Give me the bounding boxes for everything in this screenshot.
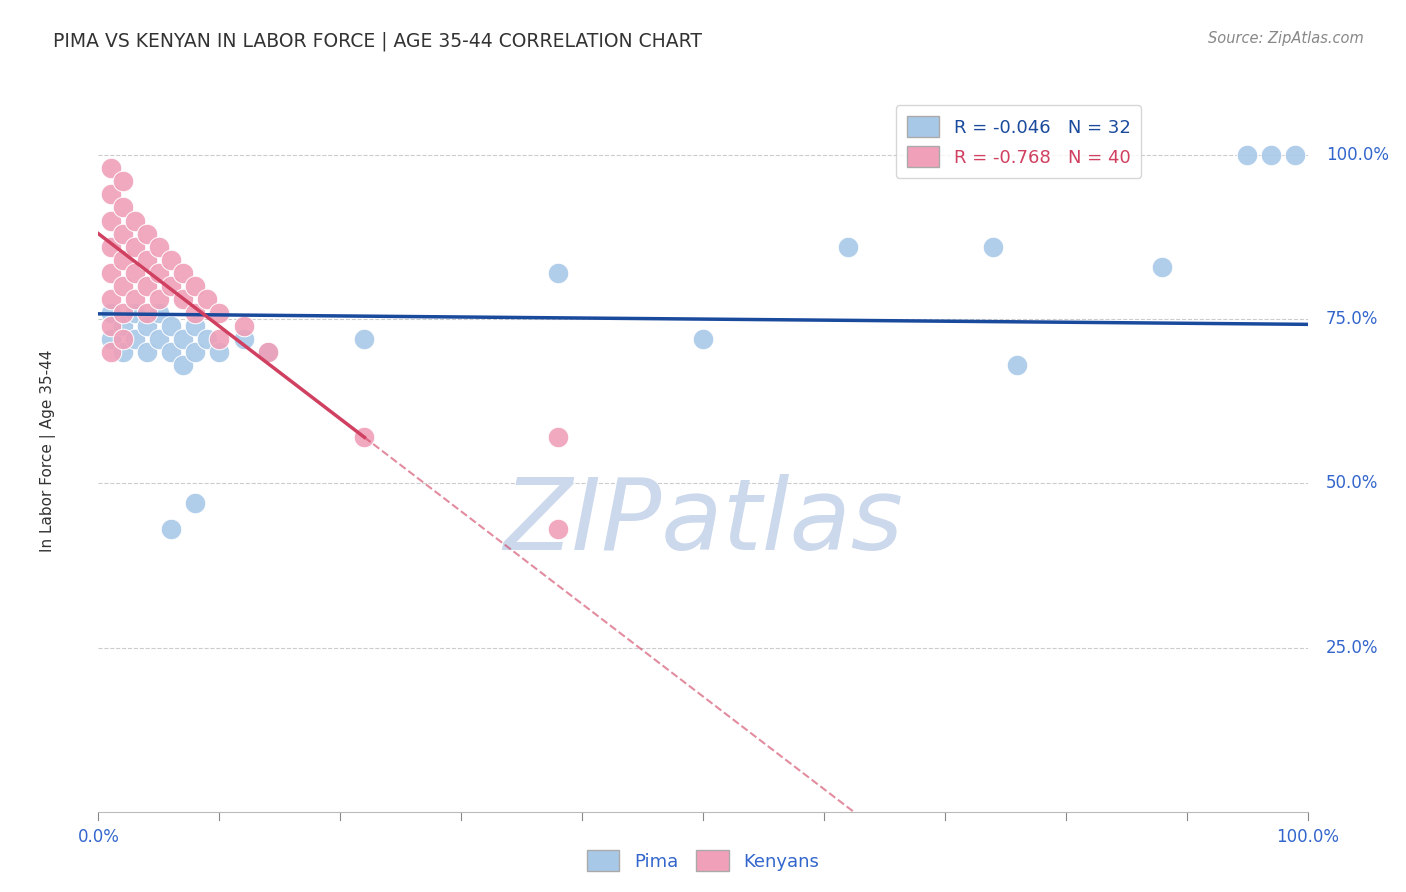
Point <box>160 252 183 267</box>
Point <box>160 318 183 333</box>
Point <box>208 332 231 346</box>
Point <box>135 252 157 267</box>
Text: 50.0%: 50.0% <box>1326 475 1378 492</box>
Point <box>100 187 122 202</box>
Point <box>135 345 157 359</box>
Point <box>148 240 170 254</box>
Point <box>124 332 146 346</box>
Point <box>1284 148 1306 162</box>
Point <box>148 266 170 280</box>
Point <box>124 305 146 319</box>
Point <box>135 305 157 319</box>
Point <box>100 240 122 254</box>
Text: 100.0%: 100.0% <box>1326 146 1389 164</box>
Point <box>184 345 207 359</box>
Point <box>135 279 157 293</box>
Point <box>111 174 134 188</box>
Point <box>981 240 1004 254</box>
Point <box>100 161 122 175</box>
Point <box>100 305 122 319</box>
Point <box>1260 148 1282 162</box>
Point <box>172 293 194 307</box>
Point <box>111 227 134 241</box>
Point <box>208 305 231 319</box>
Point <box>195 293 218 307</box>
Point <box>124 266 146 280</box>
Point <box>160 345 183 359</box>
Text: 25.0%: 25.0% <box>1326 639 1378 657</box>
Point <box>100 318 122 333</box>
Text: 100.0%: 100.0% <box>1277 828 1339 847</box>
Point <box>692 332 714 346</box>
Text: 75.0%: 75.0% <box>1326 310 1378 328</box>
Point <box>111 201 134 215</box>
Text: Source: ZipAtlas.com: Source: ZipAtlas.com <box>1208 31 1364 46</box>
Point <box>111 305 134 319</box>
Point <box>111 279 134 293</box>
Point <box>256 345 278 359</box>
Point <box>195 332 218 346</box>
Point <box>172 358 194 372</box>
Legend: R = -0.046   N = 32, R = -0.768   N = 40: R = -0.046 N = 32, R = -0.768 N = 40 <box>896 105 1142 178</box>
Point <box>100 345 122 359</box>
Point <box>100 266 122 280</box>
Point <box>1152 260 1174 274</box>
Point <box>111 345 134 359</box>
Point <box>148 293 170 307</box>
Point <box>1236 148 1258 162</box>
Point <box>184 305 207 319</box>
Point <box>111 332 134 346</box>
Point <box>547 430 569 444</box>
Point <box>232 332 254 346</box>
Point <box>184 318 207 333</box>
Point <box>100 293 122 307</box>
Point <box>353 332 375 346</box>
Point <box>124 240 146 254</box>
Point <box>160 279 183 293</box>
Point <box>547 522 569 536</box>
Point <box>184 279 207 293</box>
Point <box>208 345 231 359</box>
Point <box>353 430 375 444</box>
Text: In Labor Force | Age 35-44: In Labor Force | Age 35-44 <box>39 350 56 551</box>
Point <box>100 213 122 227</box>
Point <box>837 240 859 254</box>
Point <box>148 332 170 346</box>
Point <box>100 332 122 346</box>
Point <box>547 266 569 280</box>
Point <box>172 266 194 280</box>
Point <box>160 522 183 536</box>
Point <box>124 213 146 227</box>
Point <box>111 252 134 267</box>
Point <box>135 227 157 241</box>
Point <box>124 293 146 307</box>
Text: 0.0%: 0.0% <box>77 828 120 847</box>
Point <box>172 332 194 346</box>
Text: ZIPatlas: ZIPatlas <box>503 475 903 571</box>
Point <box>232 318 254 333</box>
Point <box>256 345 278 359</box>
Text: PIMA VS KENYAN IN LABOR FORCE | AGE 35-44 CORRELATION CHART: PIMA VS KENYAN IN LABOR FORCE | AGE 35-4… <box>53 31 703 51</box>
Point <box>111 318 134 333</box>
Legend: Pima, Kenyans: Pima, Kenyans <box>579 843 827 879</box>
Point <box>184 496 207 510</box>
Point <box>148 305 170 319</box>
Point <box>1007 358 1029 372</box>
Point <box>135 318 157 333</box>
